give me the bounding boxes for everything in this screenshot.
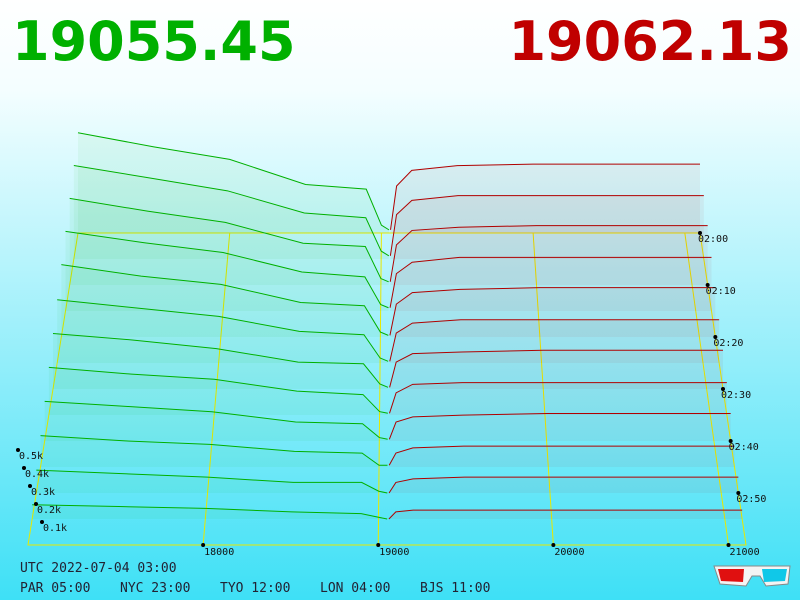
bids-area [48,367,388,415]
volume-tick-dot [22,466,26,470]
zone-clocks: PAR 05:00 NYC 23:00 TYO 12:00 LON 04:00 BJS … [20,581,490,596]
ask-price: 19062.13 [508,10,792,73]
asks-depth-line [389,319,720,362]
price-tick-dot [551,543,556,547]
stereo-glasses-icon [713,565,791,587]
bids-area [53,333,388,389]
bids-area [78,132,389,233]
bids-area [36,470,388,493]
time-tick-dot [698,231,702,235]
volume-tick-dot [16,448,20,452]
price-tick-label: 18000 [204,547,234,558]
bids-depth-line [48,366,388,414]
bids-area [57,299,389,363]
zone-clock: PAR 05:00 [20,581,90,596]
plot: 18000 19000 20000 21000 02:00 02:10 02:20 02:30… [16,132,766,558]
zone-clock: BJS 11:00 [420,581,490,596]
asks-area [389,287,716,337]
bids-depth-line [65,230,389,309]
price-grid-line [532,232,554,546]
asks-depth-line [389,349,723,388]
asks-depth-line [389,256,712,308]
bids-depth-line [73,164,390,257]
bids-depth-line [57,299,389,362]
asks-depth-line [388,509,743,520]
bids-depth-line [52,332,389,388]
bids-depth-line [77,132,390,231]
asks-area [390,257,712,311]
bids-area [44,401,388,441]
bid-price: 19055.45 [12,10,296,73]
time-tick-label: 02:30 [721,390,751,401]
bids-depth-line [36,469,388,494]
red-lens [718,569,744,582]
time-tick-dot [736,491,741,495]
floor-outline [27,232,747,546]
time-tick-dot [705,283,710,287]
volume-tick-label: 0.2k [37,505,61,516]
asks-area [388,510,743,519]
asks-depth-line [388,412,731,440]
asks-area [390,225,708,285]
bids-area [73,165,389,259]
bids-depth-line [61,264,389,336]
time-tick-label: 02:10 [706,286,736,297]
asks-depth-line [389,382,727,414]
price-grid-line [684,232,729,546]
time-tick-dot [721,387,725,391]
time-tick-label: 02:40 [729,442,759,453]
bids-area [40,435,388,467]
bids-area [32,504,388,519]
price-tick-label: 19000 [379,547,409,558]
time-tick-label: 02:00 [698,234,728,245]
asks-area [389,477,739,493]
price-grid-line [377,232,382,546]
asks-depth-line [390,163,700,230]
asks-depth-line [389,287,716,336]
price-tick-dot [201,543,206,547]
bids-depth-line [69,197,389,283]
asks-area [390,195,704,259]
asks-depth-line [388,445,735,466]
price-tick-label: 21000 [729,547,759,558]
asks-area [389,382,727,415]
time-tick-dot [713,335,718,339]
asks-area [390,164,700,233]
utc-time: UTC 2022-07-04 03:00 [20,561,177,576]
bids-depth-line [40,435,388,466]
volume-tick-label: 0.5k [19,451,43,462]
time-tick-label: 02:50 [736,494,766,505]
bids-depth-line [32,504,388,520]
volume-tick-label: 0.3k [31,487,55,498]
asks-area [389,446,735,467]
volume-tick-dot [40,520,44,524]
volume-tick-dot [34,502,38,506]
asks-area [389,350,723,389]
price-tick-dot [376,543,381,547]
zone-clock: LON 04:00 [320,581,390,596]
cyan-lens [762,569,787,582]
asks-area [389,413,731,441]
time-tick-label: 02:20 [713,338,743,349]
time-tick-dot [728,439,733,443]
bids-area [65,231,389,311]
price-tick-dot [726,543,731,547]
volume-tick-label: 0.4k [25,469,49,480]
bids-area [69,198,389,285]
asks-depth-line [389,195,704,256]
zone-clock: NYC 23:00 [120,581,190,596]
volume-tick-label: 0.1k [43,523,67,534]
bids-area [61,264,389,337]
volume-tick-dot [28,484,32,488]
bids-depth-line [44,400,388,440]
asks-depth-line [389,225,708,282]
price-tick-label: 20000 [554,547,584,558]
asks-depth-line [388,476,739,494]
zone-clock: TYO 12:00 [220,581,290,596]
